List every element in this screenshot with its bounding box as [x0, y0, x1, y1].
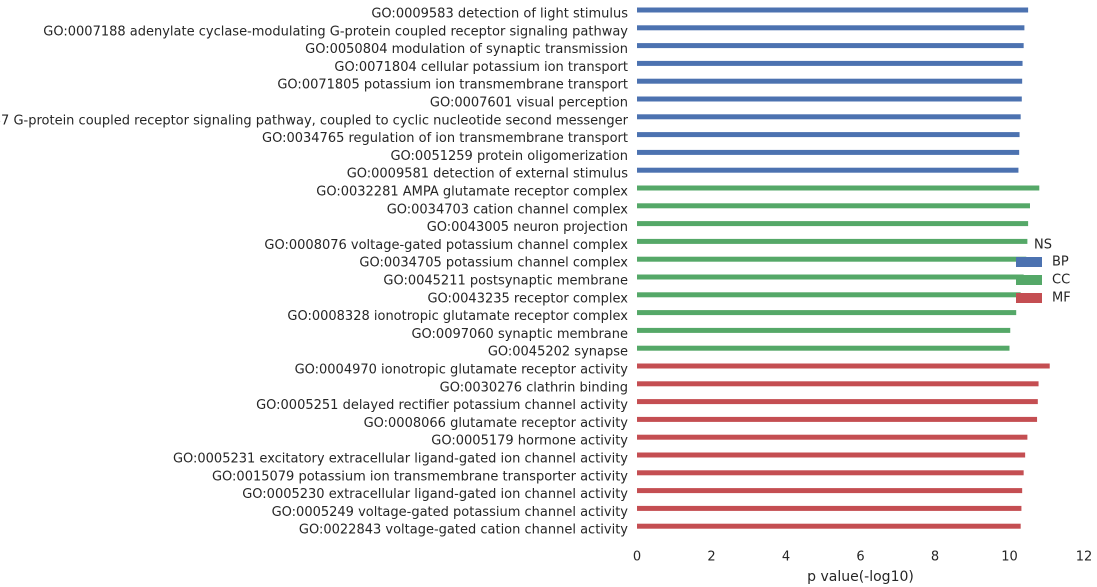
category-label: GO:0007188 adenylate cyclase-modulating … — [43, 24, 628, 39]
bar-mf — [637, 505, 1022, 511]
legend-title: NS — [1034, 238, 1052, 253]
x-tick-label: 8 — [931, 550, 939, 565]
x-tick-label: 0 — [633, 550, 641, 565]
category-label: GO:0097060 synaptic membrane — [411, 327, 628, 342]
bar-bp — [637, 132, 1020, 138]
category-label: GO:0022843 voltage-gated cation channel … — [299, 523, 628, 538]
legend-label-mf: MF — [1052, 291, 1071, 306]
bar-mf — [637, 470, 1024, 476]
bar-cc — [637, 256, 1027, 262]
x-axis-label: p value(-log10) — [807, 569, 914, 585]
category-label: GO:0051259 protein oligomerization — [390, 149, 628, 164]
category-label: GO:0005230 extracellular ligand-gated io… — [242, 487, 628, 502]
legend-label-cc: CC — [1052, 273, 1070, 288]
bar-mf — [637, 363, 1050, 369]
category-label: GO:0008076 voltage-gated potassium chann… — [264, 238, 628, 253]
bar-mf — [637, 452, 1026, 458]
category-label: GO:0005251 delayed rectifier potassium c… — [256, 398, 628, 413]
category-label: GO:0045211 postsynaptic membrane — [383, 274, 628, 289]
category-label: GO:0008328 ionotropic glutamate receptor… — [287, 309, 628, 324]
category-label: GO:0034703 cation channel complex — [387, 202, 629, 217]
legend-swatch-mf — [1016, 293, 1042, 303]
category-label: GO:0050804 modulation of synaptic transm… — [305, 42, 628, 57]
bar-mf — [637, 416, 1038, 422]
bar-mf — [637, 523, 1021, 529]
category-label: GO:0034765 regulation of ion transmembra… — [262, 131, 628, 146]
category-label: GO:0034705 potassium channel complex — [359, 256, 628, 271]
category-label: GO:0007601 visual perception — [430, 96, 628, 111]
bar-bp — [637, 167, 1019, 173]
legend-label-bp: BP — [1052, 255, 1069, 270]
category-label: GO:0005249 voltage-gated potassium chann… — [272, 505, 629, 520]
bar-bp — [637, 43, 1024, 49]
x-axis-ticks: 0 2 4 6 8 10 12 — [633, 550, 1092, 565]
legend-swatch-cc — [1016, 275, 1042, 285]
bar-bp — [637, 114, 1021, 120]
bar-cc — [637, 292, 1021, 298]
category-label: GO:0071805 potassium ion transmembrane t… — [277, 78, 628, 93]
x-tick-label: 6 — [856, 550, 864, 565]
category-label: GO:0071804 cellular potassium ion transp… — [334, 60, 628, 75]
category-label: GO:0005231 excitatory extracellular liga… — [173, 452, 628, 467]
bar-bp — [637, 78, 1023, 84]
category-label: GO:0005179 hormone activity — [431, 434, 628, 449]
bar-cc — [637, 274, 1024, 280]
bar-cc — [637, 238, 1028, 244]
category-label: GO:0030276 clathrin binding — [440, 380, 628, 395]
category-label: GO:0004970 ionotropic glutamate receptor… — [295, 363, 629, 378]
x-tick-label: 12 — [1076, 550, 1093, 565]
bar-bp — [637, 60, 1023, 66]
category-label: GO:0043235 receptor complex — [427, 291, 628, 306]
bar-mf — [637, 399, 1038, 405]
bar-cc — [637, 185, 1040, 191]
category-label: GO:0045202 synapse — [488, 345, 628, 360]
bar-group — [637, 7, 1050, 529]
category-labels: GO:0009583 detection of light stimulus GO… — [0, 7, 629, 538]
category-label: GO:0032281 AMPA glutamate receptor compl… — [316, 185, 628, 200]
bar-cc — [637, 221, 1029, 227]
bar-mf — [637, 381, 1039, 387]
x-tick-label: 2 — [707, 550, 715, 565]
category-label: GO:0009581 detection of external stimulu… — [347, 167, 629, 182]
bar-bp — [637, 96, 1022, 102]
bar-mf — [637, 488, 1023, 494]
legend-swatch-bp — [1016, 257, 1042, 267]
legend: NS BP CC MF — [1016, 238, 1071, 306]
bar-cc — [637, 327, 1011, 333]
bar-bp — [637, 7, 1029, 13]
category-label: GO:0007187 G-protein coupled receptor si… — [0, 113, 629, 128]
bar-bp — [637, 25, 1025, 31]
bar-cc — [637, 345, 1010, 351]
category-label: GO:0008066 glutamate receptor activity — [364, 416, 629, 431]
bar-cc — [637, 203, 1030, 209]
x-tick-label: 10 — [1001, 550, 1018, 565]
bar-cc — [637, 310, 1017, 316]
category-label: GO:0015079 potassium ion transmembrane t… — [212, 469, 628, 484]
category-label: GO:0009583 detection of light stimulus — [371, 7, 628, 22]
category-label: GO:0043005 neuron projection — [427, 220, 628, 235]
bar-mf — [637, 434, 1028, 440]
x-tick-label: 4 — [782, 550, 790, 565]
bar-bp — [637, 149, 1020, 155]
